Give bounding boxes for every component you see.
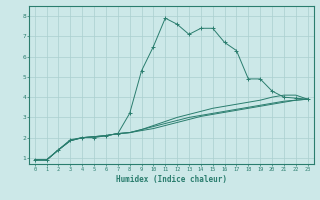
- X-axis label: Humidex (Indice chaleur): Humidex (Indice chaleur): [116, 175, 227, 184]
